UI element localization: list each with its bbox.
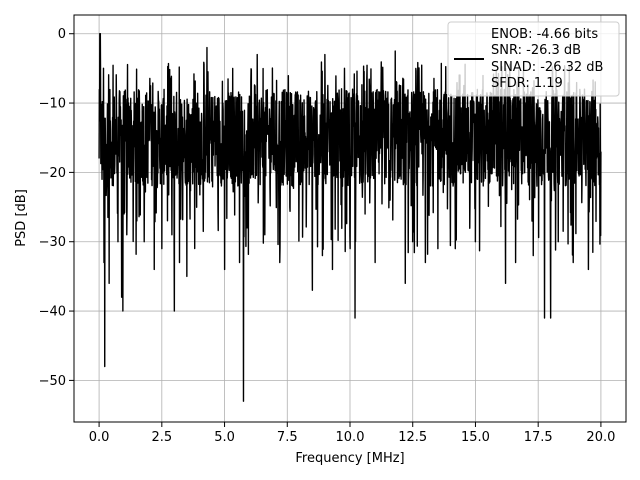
- y-axis-label: PSD [dB]: [14, 189, 29, 247]
- legend-snr: SNR: -26.3 dB: [491, 43, 581, 58]
- legend-sinad: SINAD: -26.32 dB: [491, 60, 603, 75]
- x-tick-label: 0.0: [89, 430, 110, 445]
- legend-enob: ENOB: -4.66 bits: [491, 27, 598, 42]
- x-tick-label: 17.5: [524, 430, 553, 445]
- y-tick-label: −40: [39, 305, 66, 320]
- y-tick-label: 0: [58, 27, 66, 42]
- x-tick-label: 10.0: [336, 430, 365, 445]
- y-tick-label: −10: [39, 97, 66, 112]
- psd-series-line: [98, 33, 602, 402]
- y-tick-label: −50: [39, 374, 66, 389]
- x-tick-label: 2.5: [151, 430, 172, 445]
- y-axis-ticks: 0 −10 −20 −30 −40 −50: [39, 27, 74, 389]
- legend-box: [447, 21, 620, 97]
- y-tick-label: −20: [39, 166, 66, 181]
- x-tick-label: 20.0: [586, 430, 615, 445]
- x-tick-label: 7.5: [277, 430, 298, 445]
- y-tick-label: −30: [39, 235, 66, 250]
- legend-sfdr: SFDR: 1.19: [491, 76, 563, 91]
- series-group: [98, 33, 602, 402]
- x-tick-label: 15.0: [461, 430, 490, 445]
- x-axis-label: Frequency [MHz]: [295, 451, 404, 466]
- legend: ENOB: -4.66 bits SNR: -26.3 dB SINAD: -2…: [447, 21, 620, 97]
- x-axis-ticks: 0.0 2.5 5.0 7.5 10.0 12.5 15.0 17.5 20.0: [89, 422, 615, 445]
- x-tick-label: 12.5: [398, 430, 427, 445]
- x-tick-label: 5.0: [214, 430, 235, 445]
